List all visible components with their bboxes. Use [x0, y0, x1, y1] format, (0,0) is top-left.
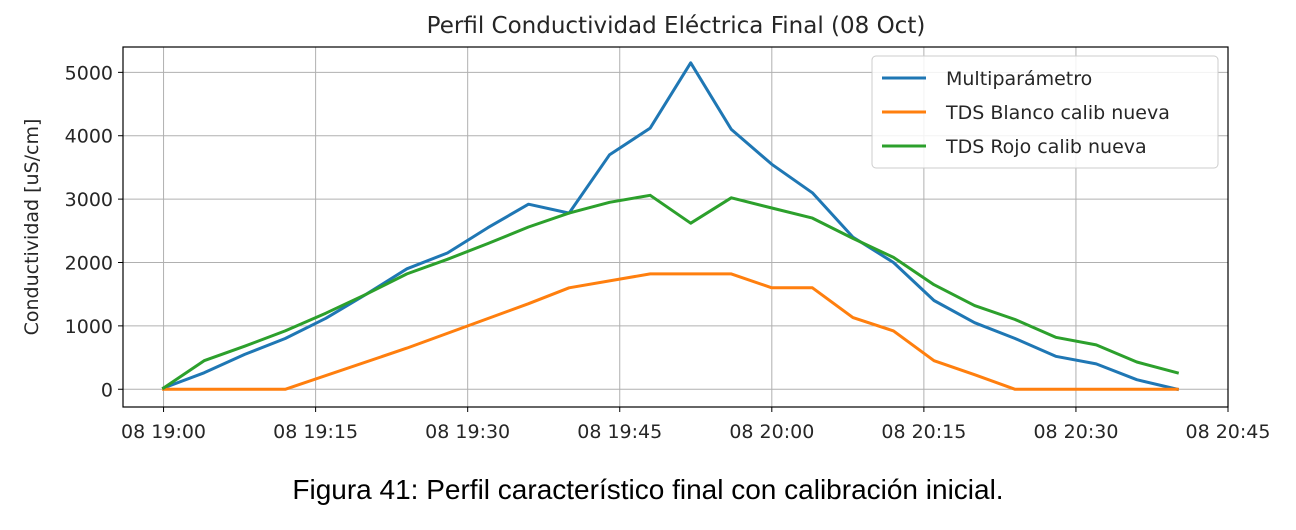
series-layer [161, 61, 1180, 392]
y-tick-label: 0 [101, 379, 113, 401]
legend-entry-label: TDS Rojo calib nueva [945, 136, 1147, 158]
series-line-1 [161, 61, 1180, 392]
line-chart: Perfil Conductividad Eléctrica Final (08… [21, 13, 1270, 443]
x-tick-label: 08 20:30 [1033, 421, 1118, 443]
legend-entry-label: Multiparámetro [946, 68, 1092, 90]
y-tick-label: 1000 [65, 316, 113, 338]
x-tick-label: 08 19:00 [121, 421, 206, 443]
series-line-2 [162, 272, 1179, 391]
y-axis: 0 1000 2000 3000 4000 5000 [65, 62, 123, 401]
y-tick-label: 4000 [65, 126, 113, 148]
x-axis: 08 19:00 08 19:15 08 19:30 08 19:45 08 20:00… [121, 407, 1270, 443]
chart-title: Perfil Conductividad Eléctrica Final (08… [427, 13, 926, 39]
y-tick-label: 5000 [65, 62, 113, 84]
legend-box [871, 55, 1219, 169]
y-tick-label: 3000 [65, 189, 113, 211]
x-tick-label: 08 20:45 [1186, 421, 1271, 443]
y-tick-label: 2000 [65, 252, 113, 274]
legend: Multiparámetro TDS Blanco calib nueva TDS … [871, 55, 1219, 169]
plot-frame [122, 46, 1229, 408]
x-tick-label: 08 19:45 [577, 421, 662, 443]
x-tick-label: 08 19:30 [425, 421, 510, 443]
x-tick-label: 08 20:00 [729, 421, 814, 443]
series-line-3 [161, 193, 1180, 391]
legend-entry-label: TDS Blanco calib nueva [945, 102, 1170, 124]
figure-caption: Figura 41: Perfil característico final c… [292, 474, 1004, 505]
x-tick-label: 08 20:15 [881, 421, 966, 443]
x-tick-label: 08 19:15 [273, 421, 358, 443]
y-axis-label: Conductividad [uS/cm] [21, 119, 43, 336]
